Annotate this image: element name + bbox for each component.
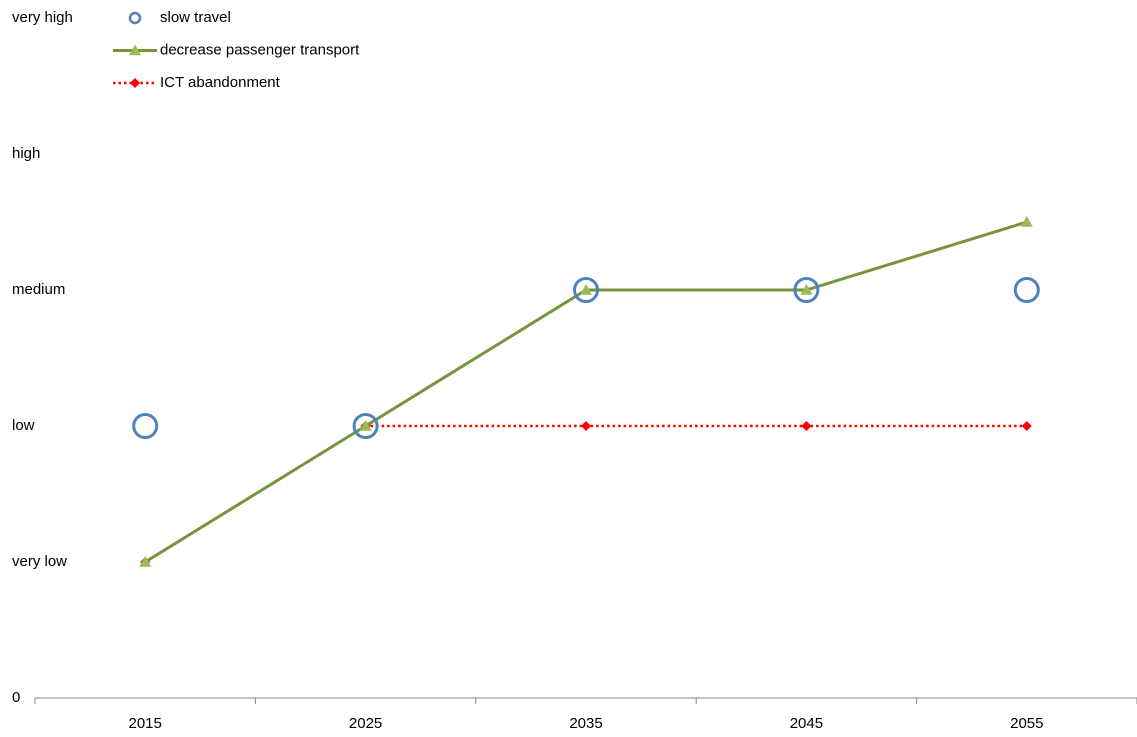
legend-label: slow travel bbox=[160, 9, 231, 26]
legend-marker bbox=[130, 78, 140, 88]
legend-label: ICT abandonment bbox=[160, 74, 281, 91]
legend-label: decrease passenger transport bbox=[160, 41, 360, 58]
data-point bbox=[139, 556, 152, 567]
x-tick-label: 2045 bbox=[790, 715, 823, 732]
data-point bbox=[1013, 277, 1040, 303]
data-point bbox=[573, 277, 599, 303]
data-point bbox=[352, 413, 379, 439]
data-point bbox=[1021, 421, 1032, 431]
y-tick-label: very high bbox=[12, 9, 73, 26]
y-tick-label: high bbox=[12, 145, 40, 162]
x-tick-label: 2055 bbox=[1010, 715, 1043, 732]
x-tick-label: 2035 bbox=[569, 715, 602, 732]
legend-marker bbox=[129, 44, 141, 56]
x-tick-label: 2015 bbox=[129, 715, 162, 732]
data-point bbox=[359, 420, 372, 431]
data-point bbox=[801, 421, 812, 431]
data-point bbox=[1020, 216, 1033, 227]
y-tick-label: very low bbox=[12, 553, 67, 570]
series-line bbox=[144, 220, 1028, 564]
data-point bbox=[800, 284, 813, 295]
legend-marker bbox=[128, 11, 142, 25]
y-tick-label: 0 bbox=[12, 689, 20, 706]
y-tick-label: medium bbox=[12, 281, 65, 298]
x-tick-label: 2025 bbox=[349, 715, 382, 732]
data-point bbox=[132, 413, 159, 439]
y-tick-label: low bbox=[12, 417, 35, 434]
data-point bbox=[580, 284, 592, 295]
data-point bbox=[793, 277, 820, 303]
series-line bbox=[144, 424, 1027, 564]
data-point bbox=[581, 421, 591, 431]
